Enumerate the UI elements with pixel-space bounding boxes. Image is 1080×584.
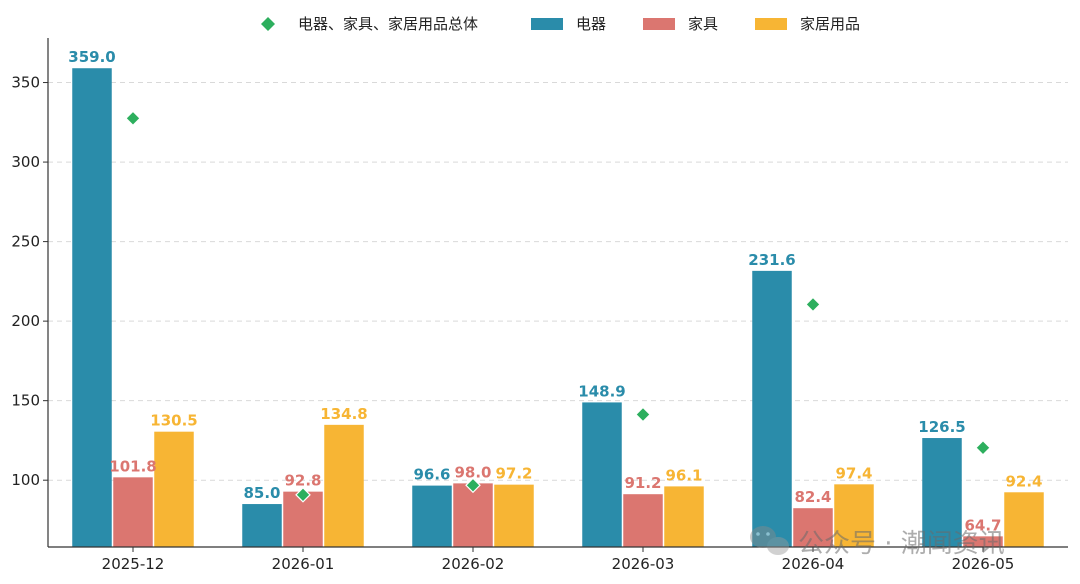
legend-item: 家居用品: [755, 15, 860, 33]
total-marker: [975, 439, 991, 456]
bar: [623, 494, 663, 547]
watermark: 公众号 · 潮闻资讯: [750, 526, 1005, 559]
axes: 100 150 200 250 300 350 2025-12 2026-01 2026-02 2…: [11, 38, 1068, 573]
bar: [752, 270, 792, 547]
legend-swatch: [755, 18, 787, 30]
total-marker: [805, 296, 821, 313]
y-tick-label: 250: [11, 233, 40, 251]
bar: [242, 504, 282, 547]
bar: [324, 424, 364, 547]
data-label: 231.6: [748, 251, 795, 269]
data-label: 82.4: [794, 488, 831, 506]
total-marker: [465, 477, 481, 494]
y-tick-label: 150: [11, 392, 40, 410]
data-label: 134.8: [320, 405, 367, 423]
legend-swatch: [261, 17, 275, 31]
total-marker: [125, 110, 141, 127]
data-label: 96.1: [665, 466, 702, 484]
bar: [664, 486, 704, 547]
legend-swatch: [643, 18, 675, 30]
bar: [963, 536, 1003, 547]
grid-lines: [48, 82, 1068, 481]
bar: [793, 508, 833, 547]
legend-item: 电器、家具、家居用品总体: [261, 15, 478, 33]
data-label: 101.8: [109, 457, 156, 475]
legend-swatch: [531, 18, 563, 30]
legend-item: 家具: [643, 15, 718, 33]
y-tick-label: 300: [11, 153, 40, 171]
legend: 电器、家具、家居用品总体 电器 家具 家居用品: [261, 15, 860, 33]
bar: [154, 431, 194, 547]
bars-layer: [72, 68, 1044, 548]
data-label: 92.8: [284, 472, 321, 490]
x-tick-label: 2026-05: [952, 555, 1015, 573]
legend-label: 家居用品: [800, 15, 860, 33]
data-label: 126.5: [918, 418, 965, 436]
x-tick-label: 2026-01: [272, 555, 335, 573]
legend-label: 电器、家具、家居用品总体: [298, 15, 478, 33]
bar: [113, 477, 153, 547]
bar: [72, 68, 112, 548]
legend-label: 电器: [576, 15, 606, 33]
y-tick-label: 100: [11, 471, 40, 489]
bar: [412, 485, 452, 547]
watermark-text: 公众号 · 潮闻资讯: [798, 529, 1005, 559]
data-label: 97.2: [495, 465, 532, 483]
bar: [582, 402, 622, 547]
legend-item: 电器: [531, 15, 606, 33]
data-label: 359.0: [68, 48, 115, 66]
x-tick-label: 2025-12: [102, 555, 165, 573]
data-label: 85.0: [243, 484, 280, 502]
x-tick-label: 2026-02: [442, 555, 505, 573]
total-marker: [635, 406, 651, 423]
x-tick-label: 2026-04: [782, 555, 845, 573]
y-tick-label: 350: [11, 74, 40, 92]
data-label: 92.4: [1005, 472, 1042, 490]
y-tick-label: 200: [11, 312, 40, 330]
legend-label: 家具: [688, 15, 718, 33]
x-tick-label: 2026-03: [612, 555, 675, 573]
bar: [834, 484, 874, 547]
data-label: 98.0: [454, 463, 491, 481]
bar: [494, 484, 534, 547]
bar: [453, 483, 493, 547]
bar: [922, 438, 962, 547]
wechat-icon: [750, 526, 789, 555]
total-markers-layer: [125, 110, 991, 503]
data-label: 130.5: [150, 412, 197, 430]
data-label: 64.7: [964, 516, 1001, 534]
data-label: 148.9: [578, 382, 625, 400]
data-label: 97.4: [835, 464, 872, 482]
data-label: 96.6: [413, 466, 450, 484]
total-marker: [295, 486, 311, 503]
data-labels-layer: 359.0 101.8 130.5 85.092.8 134.8 96.6 98.0 97.2…: [68, 48, 1042, 534]
bar: [1004, 492, 1044, 547]
data-label: 91.2: [624, 474, 661, 492]
